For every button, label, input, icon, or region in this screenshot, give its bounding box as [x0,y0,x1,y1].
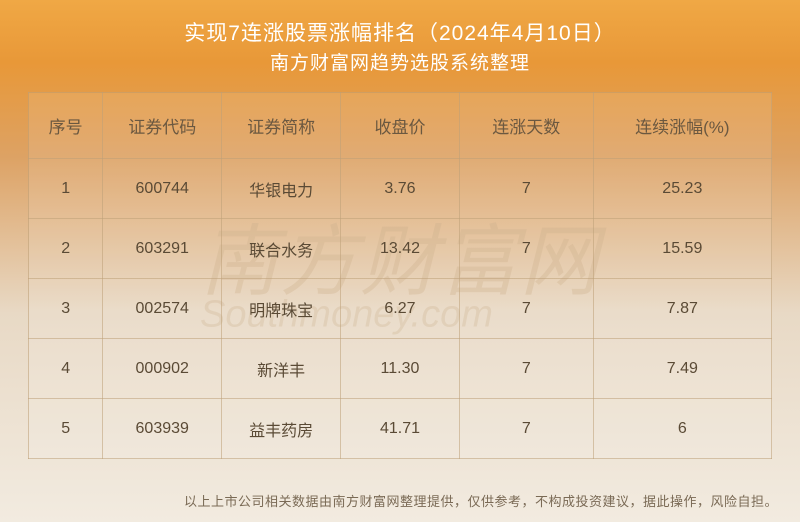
cell-pct: 6 [593,399,771,459]
cell-code: 000902 [103,339,222,399]
cell-name: 益丰药房 [222,399,341,459]
table-row: 3 002574 明牌珠宝 6.27 7 7.87 [29,279,772,339]
cell-name: 明牌珠宝 [222,279,341,339]
cell-code: 603291 [103,219,222,279]
cell-close: 6.27 [341,279,460,339]
table-body: 1 600744 华银电力 3.76 7 25.23 2 603291 联合水务… [29,159,772,459]
cell-index: 2 [29,219,103,279]
cell-code: 600744 [103,159,222,219]
cell-days: 7 [459,339,593,399]
cell-index: 1 [29,159,103,219]
cell-days: 7 [459,219,593,279]
col-header-index: 序号 [29,93,103,159]
col-header-name: 证券简称 [222,93,341,159]
cell-pct: 7.87 [593,279,771,339]
table-row: 4 000902 新洋丰 11.30 7 7.49 [29,339,772,399]
stock-table: 序号 证券代码 证券简称 收盘价 连涨天数 连续涨幅(%) 1 600744 华… [28,92,772,459]
table-header-row: 序号 证券代码 证券简称 收盘价 连涨天数 连续涨幅(%) [29,93,772,159]
cell-close: 11.30 [341,339,460,399]
cell-days: 7 [459,159,593,219]
cell-pct: 7.49 [593,339,771,399]
col-header-pct: 连续涨幅(%) [593,93,771,159]
cell-close: 13.42 [341,219,460,279]
footer-disclaimer: 以上上市公司相关数据由南方财富网整理提供，仅供参考，不构成投资建议，据此操作，风… [184,491,778,510]
cell-name: 新洋丰 [222,339,341,399]
cell-name: 华银电力 [222,159,341,219]
page-header: 实现7连涨股票涨幅排名（2024年4月10日） 南方财富网趋势选股系统整理 [0,0,800,92]
cell-close: 41.71 [341,399,460,459]
cell-index: 3 [29,279,103,339]
cell-index: 4 [29,339,103,399]
cell-index: 5 [29,399,103,459]
col-header-code: 证券代码 [103,93,222,159]
table-row: 1 600744 华银电力 3.76 7 25.23 [29,159,772,219]
col-header-days: 连涨天数 [459,93,593,159]
cell-pct: 25.23 [593,159,771,219]
table-container: 序号 证券代码 证券简称 收盘价 连涨天数 连续涨幅(%) 1 600744 华… [0,92,800,459]
col-header-close: 收盘价 [341,93,460,159]
table-row: 2 603291 联合水务 13.42 7 15.59 [29,219,772,279]
table-row: 5 603939 益丰药房 41.71 7 6 [29,399,772,459]
title-main: 实现7连涨股票涨幅排名（2024年4月10日） [0,18,800,50]
title-sub: 南方财富网趋势选股系统整理 [0,50,800,79]
cell-name: 联合水务 [222,219,341,279]
cell-close: 3.76 [341,159,460,219]
cell-pct: 15.59 [593,219,771,279]
cell-days: 7 [459,399,593,459]
cell-code: 002574 [103,279,222,339]
cell-days: 7 [459,279,593,339]
cell-code: 603939 [103,399,222,459]
